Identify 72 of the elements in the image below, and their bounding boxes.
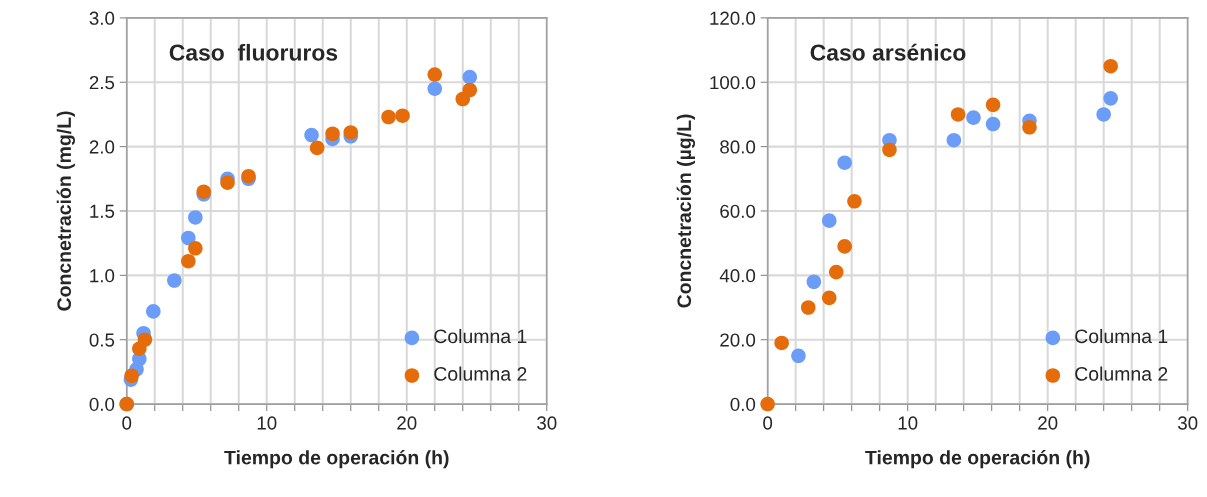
y-tick-label: 1.5	[90, 204, 115, 218]
text: Caso fluoruros	[169, 43, 338, 61]
y-tick-label: 0.5	[89, 333, 115, 347]
y-tick-label: 2.5	[89, 75, 115, 90]
point	[821, 290, 837, 306]
point	[882, 142, 897, 158]
x-tick-label: 10	[898, 416, 918, 430]
point	[188, 241, 203, 256]
point	[1103, 91, 1118, 106]
x-tick-label: 10	[257, 416, 277, 430]
point	[966, 110, 981, 125]
point	[774, 335, 789, 351]
point	[791, 348, 806, 364]
point	[181, 253, 196, 269]
point	[124, 368, 139, 384]
point	[946, 132, 962, 148]
y-tick-label: 120.0	[710, 11, 756, 25]
x-tick-label: 30	[537, 416, 557, 430]
y-tick-label: 1.0	[90, 269, 115, 283]
y-tick-label: 0.0	[89, 397, 115, 412]
legend-label: Columna 2	[1075, 366, 1168, 381]
point	[950, 107, 966, 122]
x-tick-label: 20	[1038, 416, 1058, 430]
y-tick-label: 60.0	[720, 204, 756, 218]
text: Caso arsénico	[810, 43, 966, 61]
point	[828, 264, 844, 280]
point	[181, 230, 196, 246]
x-tick-label: 0	[763, 416, 773, 430]
y-tick-label: 40.0	[719, 269, 756, 283]
y-tick-label: 100.0	[710, 75, 756, 90]
point	[188, 210, 203, 225]
point	[821, 213, 837, 228]
legend-label: Columna 1	[1075, 328, 1168, 344]
point	[800, 300, 816, 315]
point	[837, 155, 852, 170]
legend-label: Columna 1	[434, 328, 527, 344]
point	[427, 81, 443, 96]
point	[395, 108, 410, 123]
y-tick-label: 0.0	[730, 397, 756, 412]
point	[146, 304, 161, 319]
legend-label: Columna 2	[434, 366, 527, 381]
y-tick-label: 20.0	[720, 333, 756, 347]
x-tick-label: 30	[1177, 416, 1198, 430]
point	[837, 239, 852, 254]
x-axis-title: Tiempo de operación (h)	[224, 450, 449, 469]
point	[985, 97, 1001, 113]
point	[343, 125, 359, 140]
point	[985, 116, 1001, 132]
point	[462, 82, 478, 98]
x-tick-label: 0	[122, 416, 132, 430]
point	[220, 175, 235, 190]
point	[1103, 58, 1118, 74]
point	[760, 396, 775, 412]
x-tick-label: 20	[397, 416, 417, 430]
y-tick-label: 3.0	[89, 11, 115, 25]
point	[1022, 120, 1037, 135]
point	[325, 126, 340, 142]
point	[1096, 107, 1111, 122]
point	[462, 69, 478, 85]
y-tick-label: 2.0	[89, 140, 115, 154]
point	[847, 194, 862, 209]
point	[309, 140, 325, 156]
y-axis-title: Concnetración (µg/L)	[676, 114, 696, 308]
point	[304, 127, 319, 143]
point	[806, 274, 822, 290]
point	[167, 273, 182, 288]
y-tick-label: 80.0	[720, 140, 756, 154]
x-axis-title: Tiempo de operación (h)	[865, 450, 1090, 469]
point	[381, 109, 396, 125]
point	[427, 67, 443, 82]
point	[137, 332, 153, 347]
y-axis-title: Concnetración (mg/L)	[56, 111, 75, 311]
